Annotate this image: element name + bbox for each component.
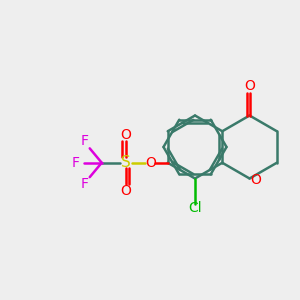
Text: O: O [120,128,131,142]
Text: O: O [251,173,262,187]
Text: F: F [81,134,88,148]
Text: O: O [145,156,156,170]
Text: O: O [120,184,131,198]
Text: F: F [81,177,88,191]
Text: F: F [71,156,79,170]
Text: S: S [121,155,130,170]
Text: Cl: Cl [188,202,202,215]
Text: O: O [244,80,255,93]
